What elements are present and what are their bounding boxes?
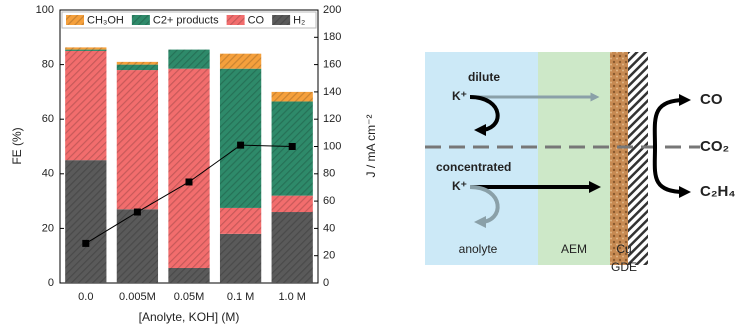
bar-segment <box>271 212 313 283</box>
marker <box>288 143 296 150</box>
marker <box>185 178 193 186</box>
y2-axis-label: J / mA cm⁻² <box>364 114 378 177</box>
bar-segment <box>168 267 210 283</box>
bar-segment <box>219 53 262 69</box>
legend-swatch <box>131 15 150 25</box>
membrane-region <box>538 52 610 265</box>
bar-segment <box>65 160 107 283</box>
y-axis-label: FE (%) <box>10 127 24 164</box>
x-tick-label: 1.0 M <box>278 291 306 303</box>
bar-segment <box>65 49 107 51</box>
legend-box <box>61 11 317 29</box>
label: GDE <box>611 260 637 274</box>
y-tick-label: 100 <box>36 4 54 16</box>
bar-segment <box>116 70 159 210</box>
bar-segment <box>116 61 159 65</box>
y2-tick-label: 0 <box>323 277 329 289</box>
x-tick-label: 0.05M <box>174 291 205 303</box>
legend-swatch <box>66 15 84 25</box>
marker <box>133 208 141 216</box>
y2-tick-label: 200 <box>323 4 341 16</box>
catalyst-layer <box>610 52 628 265</box>
label: dilute <box>468 70 500 84</box>
anolyte-region <box>425 52 538 265</box>
y2-tick-label: 60 <box>323 195 335 207</box>
marker <box>82 239 90 247</box>
label: CO <box>700 91 723 108</box>
arrow <box>469 95 500 136</box>
label: concentrated <box>436 160 511 174</box>
legend-label: CO <box>248 14 265 26</box>
label: CO₂ <box>700 138 729 155</box>
y2-tick-label: 140 <box>323 86 341 98</box>
y-tick-label: 40 <box>42 168 54 180</box>
y2-tick-label: 120 <box>323 113 341 125</box>
x-tick-label: 0.1 M <box>227 291 255 303</box>
y2-tick-label: 100 <box>323 140 341 152</box>
y-tick-label: 60 <box>42 113 54 125</box>
legend-label: CH₃OH <box>87 14 124 26</box>
label: Cu <box>616 242 631 256</box>
x-tick-label: 0.0 <box>78 291 93 303</box>
y-tick-label: 80 <box>42 59 54 71</box>
marker <box>237 141 245 149</box>
label: C₂H₄ <box>700 183 735 200</box>
diagram: dilute K⁺ concentrated K⁺ anolyte AEM Cu… <box>425 52 735 274</box>
bar-segment <box>65 50 107 161</box>
y-tick-label: 0 <box>48 277 54 289</box>
y2-tick-label: 160 <box>323 59 341 71</box>
bar-segment <box>219 68 262 208</box>
x-axis-label: [Anolyte, KOH] (M) <box>139 310 240 324</box>
y2-tick-label: 180 <box>323 31 341 43</box>
legend-label: C2+ products <box>153 14 219 26</box>
bar-segment <box>219 233 262 283</box>
x-tick-label: 0.005M <box>119 291 156 303</box>
y2-tick-label: 80 <box>323 168 335 180</box>
arrow <box>652 94 691 148</box>
legend-label: H₂ <box>293 14 305 26</box>
label: K⁺ <box>452 89 467 103</box>
y-tick-label: 20 <box>42 222 54 234</box>
bar-segment <box>271 195 313 213</box>
y2-tick-label: 40 <box>323 222 335 234</box>
arrow <box>652 146 691 198</box>
bar-segment <box>168 68 210 268</box>
bar-segment <box>116 209 159 283</box>
legend-swatch <box>272 15 291 25</box>
label: anolyte <box>459 242 498 256</box>
arrow <box>469 185 500 228</box>
bar-segment <box>168 49 210 69</box>
bar-segment <box>271 91 313 102</box>
legend-swatch <box>226 15 245 25</box>
bar-segment <box>116 64 159 71</box>
gde-layer <box>628 52 648 265</box>
y2-tick-label: 20 <box>323 250 335 262</box>
label: AEM <box>561 242 587 256</box>
label: K⁺ <box>452 179 467 193</box>
bar-segment <box>65 47 107 50</box>
bar-segment <box>219 207 262 234</box>
